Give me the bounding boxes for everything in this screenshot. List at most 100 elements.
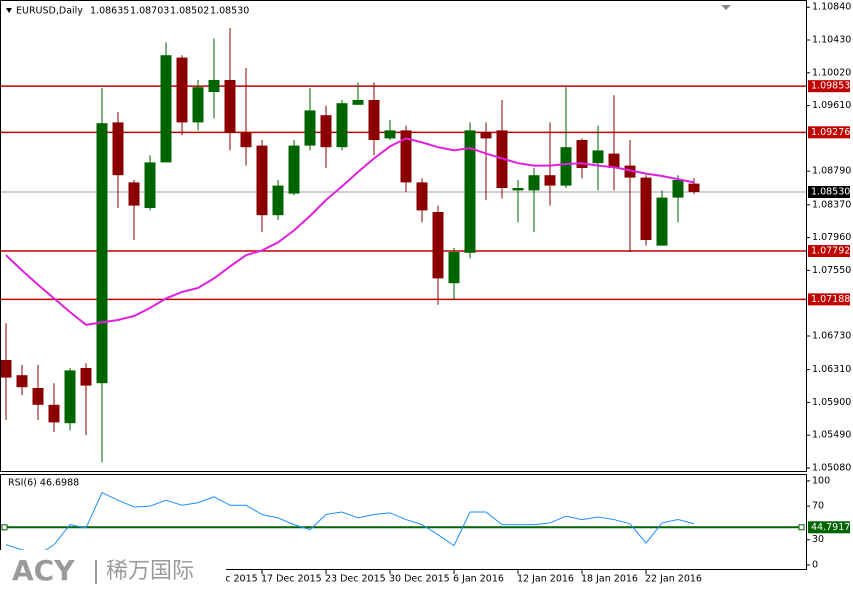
level-label: 1.07188: [811, 294, 850, 305]
x-tick-label: 18 Jan 2016: [581, 574, 638, 585]
candle-body: [656, 197, 668, 246]
candle-body: [368, 100, 380, 140]
candle-body: [480, 132, 492, 139]
candle-body: [272, 185, 284, 216]
candle-body: [192, 87, 204, 123]
rsi-line: [5, 491, 695, 556]
candle-body: [256, 145, 268, 216]
x-tick-label: 22 Jan 2016: [645, 574, 702, 585]
candle-body: [592, 150, 604, 164]
level-label: 1.09853: [811, 81, 850, 92]
x-tick-label: 17 Dec 2015: [261, 574, 322, 585]
candle-body: [80, 368, 92, 386]
y-tick-label: 70: [812, 501, 824, 512]
candle-body: [640, 177, 652, 240]
x-tick-label: 11 Dec 2015: [197, 574, 258, 585]
candle-body: [560, 147, 572, 186]
x-tick-label: 30 Dec 2015: [389, 574, 450, 585]
shift-marker[interactable]: [721, 5, 731, 10]
candle-body: [336, 103, 348, 148]
y-tick-label: 0: [812, 559, 818, 570]
menu-arrow[interactable]: [6, 8, 12, 13]
low-label: 1.08502: [170, 6, 209, 17]
y-tick-label: 1.07550: [812, 265, 851, 276]
y-tick-label: 1.05080: [812, 463, 851, 474]
candle-body: [176, 57, 188, 123]
candle-body: [688, 183, 700, 192]
rsi-level-label: 44.7917: [811, 522, 850, 533]
candle-body: [608, 153, 620, 168]
candle-body: [528, 175, 540, 191]
candle-body: [160, 55, 172, 163]
rsi-title: RSI(6) 46.6988: [8, 478, 79, 489]
main-frame: [0, 0, 807, 472]
candle-body: [352, 100, 364, 105]
rsi-frame: [0, 474, 807, 570]
y-tick-label: 1.06730: [812, 331, 851, 342]
y-tick-label: 100: [812, 475, 830, 486]
high-label: 1.08703: [130, 6, 169, 17]
candle-body: [112, 122, 124, 176]
candle-body: [224, 80, 236, 133]
candle-body: [128, 182, 140, 206]
candle-body: [544, 175, 556, 186]
x-tick-label: 23 Dec 2015: [325, 574, 386, 585]
candle-body: [384, 130, 396, 139]
candle-body: [624, 165, 636, 178]
candle-body: [240, 132, 252, 148]
level-badge: [808, 126, 850, 139]
x-tick-label: 12 Jan 2016: [517, 574, 574, 585]
logo-name: 稀万国际: [106, 559, 194, 584]
logo-brand: ACY: [12, 554, 75, 587]
candle-body: [672, 180, 684, 198]
candle-body: [576, 140, 588, 168]
y-tick-label: 1.05900: [812, 397, 851, 408]
candle-body: [400, 130, 412, 183]
candle-body: [16, 375, 28, 388]
candle-body: [48, 404, 60, 423]
candle-body: [464, 130, 476, 253]
candle-body: [320, 115, 332, 148]
y-tick-label: 30: [812, 534, 824, 545]
plot-layer: 1.10840 1.10430 1.10020 1.09610 1.08790 1.083…: [0, 2, 851, 585]
y-tick-label: 1.10430: [812, 35, 851, 46]
candle-body: [304, 110, 316, 146]
candle-body: [32, 388, 44, 405]
level-badge: [808, 293, 850, 306]
y-tick-label: 1.10840: [812, 2, 851, 13]
candle-body: [416, 182, 428, 211]
y-tick-label: 1.05490: [812, 430, 851, 441]
logo-bg: [0, 550, 226, 594]
level-handle: [1, 524, 8, 531]
level-badge: [808, 80, 850, 93]
symbol-title: EURUSD,Daily: [16, 6, 83, 17]
candle-body: [144, 162, 156, 208]
candle-body: [0, 360, 12, 378]
candle-body: [288, 145, 300, 194]
x-tick-label: 6 Jan 2016: [453, 574, 504, 585]
level-badge: [808, 521, 850, 534]
moving-average: [5, 137, 695, 326]
candle-body: [448, 252, 460, 284]
candle-body: [512, 188, 524, 191]
y-tick-label: 1.09610: [812, 100, 851, 111]
candle-body: [64, 370, 76, 424]
y-tick-label: 1.08370: [812, 199, 851, 210]
level-label: 1.07792: [811, 246, 850, 257]
level-badge: [808, 245, 850, 258]
y-tick-label: 1.10020: [812, 67, 851, 78]
candle-body: [208, 80, 220, 92]
level-label: 1.09276: [811, 127, 850, 138]
level-handle: [798, 524, 805, 531]
candle-body: [432, 212, 444, 279]
current-price-label: 1.08530: [811, 187, 850, 198]
y-tick-label: 1.06310: [812, 364, 851, 375]
current-price-badge: [808, 186, 850, 198]
candle-body: [96, 123, 108, 384]
open-label: 1.08635: [90, 6, 129, 17]
y-tick-label: 1.07960: [812, 232, 851, 243]
close-label: 1.08530: [210, 6, 249, 17]
y-tick-label: 1.08790: [812, 166, 851, 177]
